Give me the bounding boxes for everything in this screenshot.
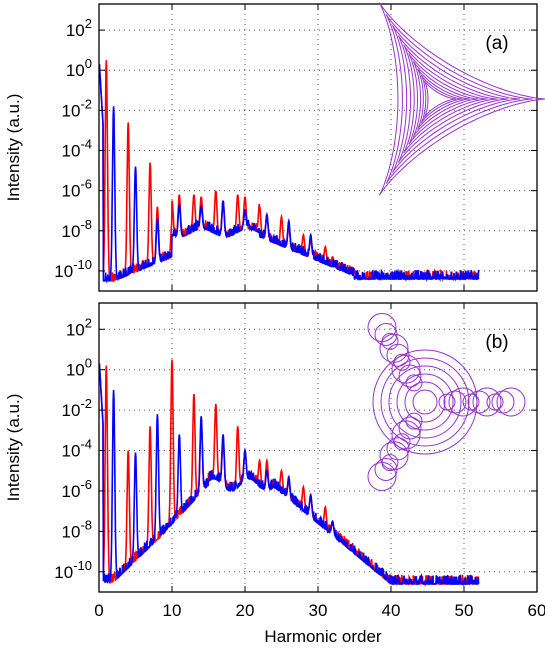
- y-axis-title: Intensity (a.u.): [4, 394, 23, 502]
- inset-curve: [408, 53, 488, 145]
- inset-loop: [374, 458, 398, 481]
- y-tick-label: 10-2: [62, 396, 92, 420]
- y-tick-label: 10-10: [54, 257, 92, 281]
- inset-circle: [412, 389, 438, 415]
- y-tick-label: 10-6: [62, 477, 92, 501]
- y-tick-label: 10-8: [62, 217, 92, 241]
- inset-loop: [374, 323, 398, 346]
- inset-circle: [396, 373, 454, 431]
- x-tick-label: 10: [163, 601, 182, 620]
- y-tick-label: 10-4: [62, 137, 92, 161]
- x-tick-label: 50: [455, 601, 474, 620]
- plot-area: [99, 359, 480, 587]
- y-tick-label: 100: [66, 356, 92, 380]
- inset-loop: [472, 387, 502, 417]
- inset-loop: [448, 387, 478, 417]
- inset-loop: [367, 462, 397, 491]
- panel-a: 102 100 10-2 10-4 10-6 10-8 10-10 Intensity (a.…: [4, 2, 545, 292]
- inset-circle: [380, 357, 470, 447]
- inset-curve: [397, 35, 509, 163]
- inset-curve: [378, 2, 545, 196]
- inset-trajectory: [367, 313, 526, 491]
- x-tick-label: 20: [236, 601, 255, 620]
- x-tick-label: 0: [94, 601, 103, 620]
- y-axis-title: Intensity (a.u.): [4, 94, 23, 202]
- inset-loop: [367, 313, 397, 342]
- inset-curve: [385, 14, 533, 184]
- panel-b: 0 10 20 30 40 50 60 102 100 10-2 10-4 10-6 10-8 10-10…: [4, 302, 545, 620]
- plot-frame: [98, 3, 538, 292]
- inset-trajectory: [378, 2, 545, 196]
- y-tick-label: 102: [66, 315, 92, 339]
- series-line-blue: [99, 64, 480, 284]
- y-tick-label: 10-4: [62, 437, 92, 461]
- y-tick-label: 10-2: [62, 96, 92, 120]
- inset-curve: [403, 44, 498, 154]
- x-axis-title: Harmonic order: [264, 627, 381, 646]
- inset-curve: [424, 80, 456, 118]
- inset-curve: [417, 68, 470, 130]
- inset-circle: [404, 381, 446, 423]
- y-tick-label: 10-10: [54, 558, 92, 582]
- y-tick-label: 10-8: [62, 517, 92, 541]
- y-tick-label: 102: [66, 16, 92, 40]
- inset-curve: [420, 74, 463, 124]
- y-tick-label: 100: [66, 56, 92, 80]
- y-tick-label: 10-6: [62, 177, 92, 201]
- plot-area: [99, 60, 480, 284]
- series-line-blue: [99, 363, 480, 587]
- inset-curve: [412, 61, 479, 139]
- x-tick-label: 30: [309, 601, 328, 620]
- panel-label: (b): [485, 332, 508, 353]
- inset-circle: [388, 365, 462, 439]
- inset-curve: [392, 25, 520, 173]
- x-tick-label: 60: [528, 601, 545, 620]
- inset-loop: [496, 387, 526, 417]
- panel-label: (a): [485, 33, 508, 54]
- x-tick-label: 40: [382, 601, 401, 620]
